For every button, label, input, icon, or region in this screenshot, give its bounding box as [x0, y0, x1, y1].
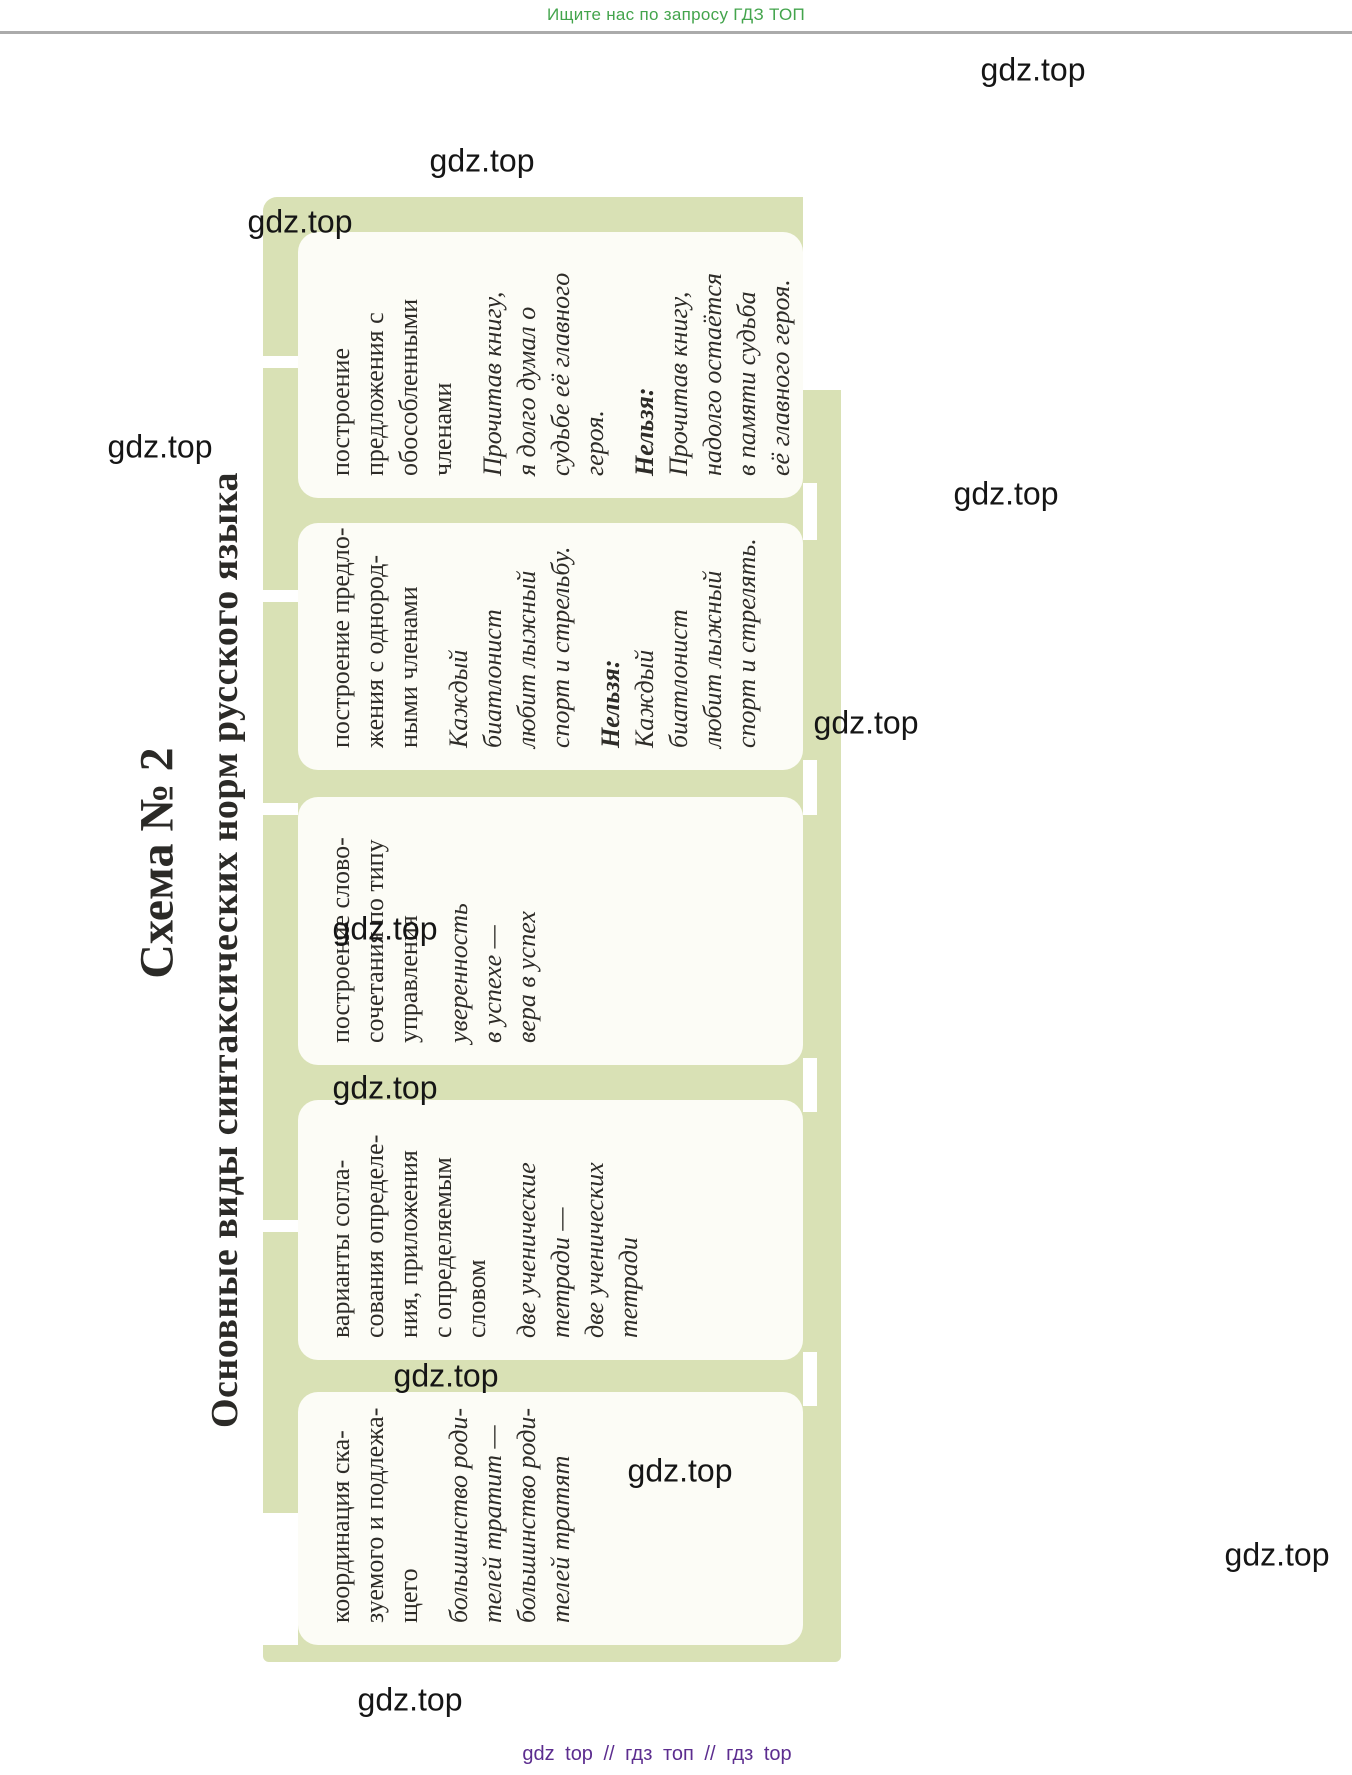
right-strip-notch [803, 483, 817, 540]
card-example-group: большинство роди-телей тратит — большинст… [442, 1400, 578, 1623]
card-text-line: варианты согла- [326, 1159, 355, 1338]
card-text-line: тетради — [546, 1207, 575, 1338]
norm-card: построение слово-сочетания по типу управл… [298, 797, 803, 1065]
gdz-watermark: gdz.top [813, 704, 919, 741]
card-text-line: координация ска- [326, 1430, 355, 1623]
gdz-watermark: gdz.top [393, 1357, 499, 1394]
card-text-line: ными членами [394, 586, 423, 748]
right-strip-notch [803, 1352, 817, 1406]
gdz-watermark: gdz.top [429, 142, 535, 179]
scheme-number-label: Схема № 2 [130, 747, 184, 979]
trunk-notch [263, 1220, 298, 1232]
card-text-line: две ученические [512, 1162, 541, 1338]
card-text-line: судьбе её главного [546, 272, 575, 476]
card-text-line: построение предло- [326, 527, 355, 748]
card-text-line: спорт и стрельбу. [546, 546, 575, 749]
card-text-line: любит лыжный [698, 570, 727, 748]
card-text-line: биатлонист [478, 609, 507, 748]
card-text-line: в успехе — [478, 925, 507, 1043]
card-text-line: телей тратят [546, 1455, 575, 1623]
card-text-line: большинство роди- [512, 1407, 541, 1623]
norm-card: варианты согла-сования определе-ния, при… [298, 1100, 803, 1360]
card-text-line: щего [394, 1568, 423, 1623]
card-text-line: Прочитав книгу, [664, 291, 693, 476]
card-text-line: её главного героя. [766, 279, 795, 476]
card-text-line: ния, приложения [394, 1150, 423, 1338]
header-divider-line [0, 31, 1352, 34]
gdz-watermark: gdz.top [953, 475, 1059, 512]
card-text-line: предложения с [360, 312, 389, 476]
card-text-line: спорт и стрелять. [732, 538, 761, 748]
card-example-group: две ученические тетради — две ученических т… [510, 1108, 646, 1338]
gdz-watermark: gdz.top [247, 203, 353, 240]
card-text-line: зуемого и подлежа- [360, 1407, 389, 1623]
gdz-watermark: gdz.top [980, 51, 1086, 88]
gdz-watermark: gdz.top [1224, 1536, 1330, 1573]
card-header-group: построение предло-жения с однород-ными ч… [324, 527, 426, 748]
card-text-line: вера в успех [512, 911, 541, 1043]
card-text-line: сования определе- [360, 1134, 389, 1338]
card-text-line: я долго думал о [512, 306, 541, 476]
gdz-watermark: gdz.top [627, 1452, 733, 1489]
card-example-group: уверенность в успехе — вера в успех [442, 805, 544, 1043]
card-text-line: надолго остаётся [698, 273, 727, 476]
card-text-line: Нельзя: [630, 387, 659, 476]
card-text-line: членами [428, 382, 457, 476]
trunk-notch [263, 590, 298, 602]
card-header-group: построение предложения с обособленными член… [324, 240, 460, 476]
gdz-watermark: gdz.top [332, 910, 438, 947]
card-text-line: жения с однород- [360, 554, 389, 748]
card-rotated-content: варианты согла-сования определе-ния, при… [298, 1100, 803, 1360]
site-banner-text: Ищите нас по запросу ГДЗ ТОП [546, 5, 806, 24]
card-text-line: две ученических [580, 1162, 609, 1338]
card-rotated-content: построение предложения с обособленными член… [298, 232, 803, 498]
trunk-notch [263, 356, 298, 368]
card-example-group: Прочитав книгу, я долго думал о судьбе её … [476, 240, 612, 476]
norm-card: координация ска-зуемого и подлежа-щего бо… [298, 1392, 803, 1645]
card-text-line: тетради [614, 1237, 643, 1338]
card-text-line: с определяемым [428, 1157, 457, 1338]
card-text-line: биатлонист [664, 609, 693, 748]
gdz-watermark: gdz.top [357, 1681, 463, 1718]
norm-card: построение предло-жения с однород-ными ч… [298, 523, 803, 770]
card-example-group: Каждый биатлонист любит лыжный спорт и стре… [442, 531, 578, 749]
card-header-group: варианты согла-сования определе-ния, при… [324, 1108, 494, 1338]
scheme-title: Основные виды синтаксических норм русско… [204, 471, 246, 1429]
trunk-bottom-gap [263, 1513, 298, 1645]
card-text-line: телей тратит — [478, 1425, 507, 1623]
card-text-line: Нельзя: [596, 659, 625, 748]
card-text-line: большинство роди- [444, 1407, 473, 1623]
card-text-line: в памяти судьба [732, 291, 761, 476]
card-rotated-content: построение предло-жения с однород-ными ч… [298, 523, 803, 770]
norm-card: построение предложения с обособленными член… [298, 232, 803, 498]
gdz-watermark: gdz.top [332, 1069, 438, 1106]
right-strip-notch [803, 1058, 817, 1112]
footer-links-text: gdz top // гдз топ // гдз top [522, 1743, 792, 1765]
card-text-line: героя. [580, 410, 609, 476]
card-text-line: Прочитав книгу, [478, 291, 507, 476]
card-text-line: словом [462, 1259, 491, 1338]
card-text-line: Каждый [444, 649, 473, 748]
card-text-line: Каждый [630, 649, 659, 748]
card-header-group: координация ска-зуемого и подлежа-щего [324, 1400, 426, 1623]
card-text-line: обособленными [394, 298, 423, 476]
trunk-notch [263, 803, 298, 815]
card-text-line: любит лыжный [512, 570, 541, 748]
card-forbidden-group: Нельзя: Каждый биатлонист любит лыжный спорт… [594, 531, 764, 748]
right-strip-top-gap [803, 197, 841, 390]
card-text-line: построение [326, 347, 355, 476]
card-forbidden-group: Нельзя: Прочитав книгу, надолго остаётся в … [628, 240, 798, 476]
card-text-line: уверенность [444, 903, 473, 1043]
right-strip-notch [803, 760, 817, 815]
gdz-watermark: gdz.top [107, 428, 213, 465]
card-rotated-content: координация ска-зуемого и подлежа-щего бо… [298, 1392, 803, 1645]
